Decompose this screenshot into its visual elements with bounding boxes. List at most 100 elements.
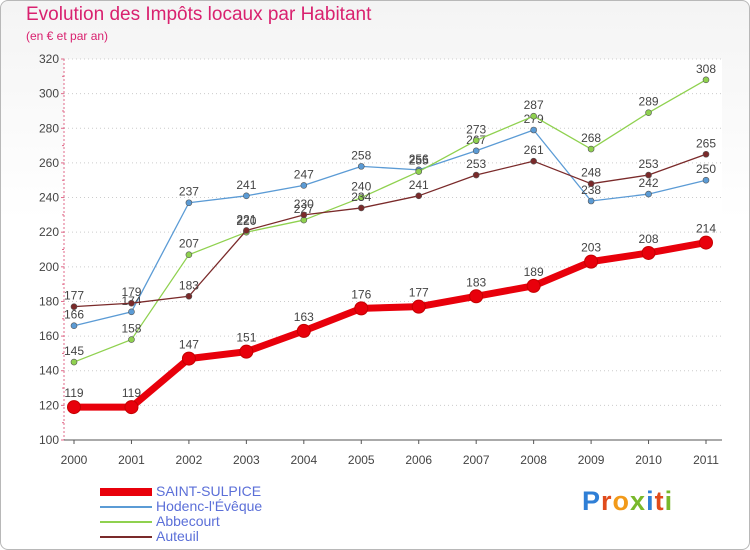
y-tick-label: 300 [39, 87, 59, 101]
x-tick-label: 2006 [405, 453, 432, 467]
data-point [526, 278, 541, 293]
data-point [70, 322, 78, 330]
data-label: 208 [639, 232, 659, 246]
data-point [584, 254, 599, 269]
data-point [530, 126, 537, 134]
y-tick-label: 140 [39, 364, 59, 378]
data-label: 207 [179, 237, 199, 251]
y-tick-label: 100 [39, 433, 59, 447]
series-line-hodenc-l-v-que [73, 129, 707, 327]
x-tick-label: 2003 [233, 453, 260, 467]
data-point [530, 112, 537, 120]
data-point [530, 157, 537, 165]
data-point [300, 182, 308, 189]
y-tick-label: 120 [39, 398, 59, 412]
data-label: 203 [581, 241, 601, 255]
data-label: 248 [581, 166, 601, 180]
x-tick-label: 2002 [176, 453, 203, 467]
data-label: 237 [179, 185, 199, 199]
data-point [185, 292, 193, 300]
data-label: 177 [409, 286, 429, 300]
data-point [70, 303, 78, 310]
data-label: 151 [236, 331, 256, 345]
data-point [300, 211, 308, 219]
x-tick-label: 2011 [693, 453, 719, 467]
data-label: 308 [696, 62, 716, 76]
data-label: 250 [696, 162, 716, 176]
data-point [67, 400, 81, 415]
data-label: 147 [179, 338, 199, 352]
y-tick-label: 240 [39, 191, 59, 205]
chart-subtitle: (en € et par an) [26, 29, 109, 43]
x-tick-label: 2008 [520, 453, 547, 467]
data-point [181, 351, 196, 366]
data-label: 289 [639, 95, 659, 109]
data-point [702, 150, 710, 158]
data-label: 214 [696, 222, 716, 236]
data-label: 256 [409, 152, 429, 166]
logo-letter: t [654, 486, 665, 516]
data-point [641, 245, 656, 260]
data-point [415, 168, 423, 175]
y-tick-label: 160 [39, 329, 59, 343]
data-point [243, 192, 250, 200]
series-line-abbecourt [73, 79, 707, 363]
logo-letter: P [582, 486, 602, 516]
data-label: 253 [466, 157, 486, 171]
data-point [415, 192, 423, 200]
y-tick-label: 220 [39, 225, 59, 239]
data-point [357, 194, 365, 201]
data-point [587, 197, 595, 205]
legend-label: Hodenc-l'Évêque [156, 498, 263, 514]
x-tick-label: 2009 [578, 453, 605, 467]
data-label: 227 [294, 202, 314, 216]
data-point [128, 308, 135, 316]
legend-swatch [100, 536, 152, 538]
data-label: 158 [121, 322, 141, 336]
data-label: 273 [466, 122, 486, 136]
data-label: 230 [294, 197, 314, 211]
data-point [472, 171, 480, 179]
data-label: 261 [524, 143, 544, 157]
data-label: 163 [294, 310, 314, 324]
data-label: 221 [236, 212, 256, 226]
data-label: 166 [64, 308, 84, 322]
data-label: 268 [581, 131, 601, 145]
plot-area [64, 59, 722, 440]
x-tick-label: 2010 [635, 453, 662, 467]
data-label: 242 [639, 176, 659, 190]
data-label: 177 [64, 289, 84, 303]
data-label: 241 [409, 178, 429, 192]
data-point [357, 163, 365, 170]
data-point [587, 180, 595, 187]
y-tick-label: 180 [39, 294, 59, 308]
data-point [128, 336, 135, 343]
data-point [296, 323, 311, 338]
data-point [124, 400, 139, 415]
data-label: 287 [524, 98, 544, 112]
logo-letter: r [601, 486, 613, 516]
data-label: 183 [466, 275, 486, 289]
x-tick-label: 2005 [348, 453, 375, 467]
x-tick-label: 2000 [61, 453, 88, 467]
logo-letter: i [664, 486, 674, 516]
data-point [699, 235, 713, 250]
data-label: 241 [236, 178, 256, 192]
proxiti-logo: Proxiti [582, 486, 673, 517]
data-point [239, 344, 254, 359]
data-point [702, 176, 710, 184]
logo-letter: o [612, 486, 631, 516]
legend-label: Auteuil [156, 528, 199, 544]
data-label: 176 [351, 287, 371, 301]
data-point [243, 227, 250, 234]
data-label: 265 [696, 136, 716, 150]
data-point [472, 137, 480, 144]
data-label: 238 [581, 183, 601, 197]
data-label: 119 [122, 386, 141, 400]
legend-label: Abbecourt [156, 513, 220, 529]
data-point [128, 299, 135, 307]
data-label: 179 [121, 285, 141, 299]
data-point [411, 299, 426, 314]
data-point [357, 204, 365, 212]
